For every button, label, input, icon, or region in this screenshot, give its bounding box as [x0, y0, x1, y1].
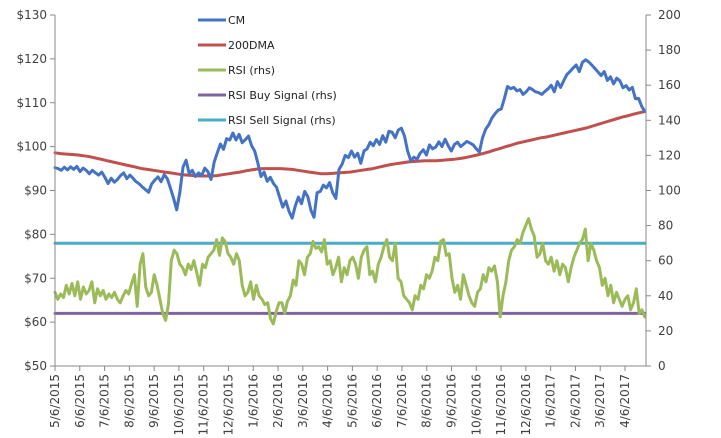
x-tick-label: 11/6/2015	[197, 374, 211, 436]
x-tick-label: 10/6/2016	[469, 374, 483, 436]
right-tick-label: 80	[658, 219, 673, 233]
legend-label-rsi-sell-signal-rhs: RSI Sell Signal (rhs)	[228, 114, 336, 127]
series-line-200dma	[53, 110, 647, 178]
x-tick-label: 2/6/2017	[568, 374, 582, 428]
x-tick-label: 9/6/2015	[147, 374, 161, 428]
legend-label-200dma: 200DMA	[228, 39, 275, 52]
x-tick-label: 1/6/2017	[544, 374, 558, 428]
left-tick-label: $130	[16, 8, 47, 22]
x-tick-label: 10/6/2015	[172, 374, 186, 436]
legend: CM 200DMA RSI (rhs) RSI Buy Signal (rhs) RSI…	[198, 14, 337, 127]
x-tick-label: 5/6/2015	[48, 374, 62, 428]
x-tick-label: 11/6/2016	[494, 374, 508, 436]
left-tick-label: $80	[24, 227, 47, 241]
x-tick-label: 3/6/2017	[593, 374, 607, 428]
right-tick-label: 20	[658, 324, 673, 338]
x-tick-label: 12/6/2016	[519, 374, 533, 436]
left-tick-label: $50	[24, 359, 47, 373]
left-tick-label: $70	[24, 271, 47, 285]
legend-label-rsi-rhs: RSI (rhs)	[228, 64, 275, 77]
series-line-rsi-rhs	[53, 217, 647, 326]
left-tick-label: $60	[24, 315, 47, 329]
right-tick-label: 120	[658, 148, 681, 162]
legend-label-cm: CM	[228, 14, 245, 27]
x-tick-label: 3/6/2016	[296, 374, 310, 428]
x-tick-label: 2/6/2016	[271, 374, 285, 428]
right-tick-label: 160	[658, 78, 681, 92]
right-tick-label: 100	[658, 184, 681, 198]
x-tick-label: 9/6/2016	[445, 374, 459, 428]
x-axis-ticks: 5/6/2015 6/6/2015 7/6/2015 8/6/2015 9/6/2015…	[48, 366, 632, 436]
x-tick-label: 12/6/2015	[221, 374, 235, 436]
x-tick-label: 6/6/2015	[73, 374, 87, 428]
plot-lines	[53, 58, 647, 326]
x-tick-label: 8/6/2015	[122, 374, 136, 428]
right-tick-label: 60	[658, 254, 673, 268]
left-tick-label: $110	[16, 96, 47, 110]
left-tick-label: $90	[24, 184, 47, 198]
left-tick-label: $120	[16, 52, 47, 66]
left-axis-ticks: $50 $60 $70 $80 $90 $100 $110 $120 $130	[16, 8, 55, 373]
x-tick-label: 6/6/2016	[370, 374, 384, 428]
x-tick-label: 7/6/2016	[395, 374, 409, 428]
right-axis-ticks: 0 20 40 60 80 100 120 140 160 180 200	[646, 8, 681, 373]
right-tick-label: 200	[658, 8, 681, 22]
right-tick-label: 140	[658, 113, 681, 127]
x-tick-label: 4/6/2017	[618, 374, 632, 428]
x-tick-label: 1/6/2016	[246, 374, 260, 428]
right-tick-label: 0	[658, 359, 666, 373]
x-tick-label: 8/6/2016	[420, 374, 434, 428]
legend-label-rsi-buy-signal-rhs: RSI Buy Signal (rhs)	[228, 89, 337, 102]
series-line-cm	[53, 58, 647, 220]
left-tick-label: $100	[16, 140, 47, 154]
x-tick-label: 5/6/2016	[345, 374, 359, 428]
right-tick-label: 180	[658, 43, 681, 57]
x-tick-label: 4/6/2016	[321, 374, 335, 428]
x-tick-label: 7/6/2015	[98, 374, 112, 428]
right-tick-label: 40	[658, 289, 673, 303]
